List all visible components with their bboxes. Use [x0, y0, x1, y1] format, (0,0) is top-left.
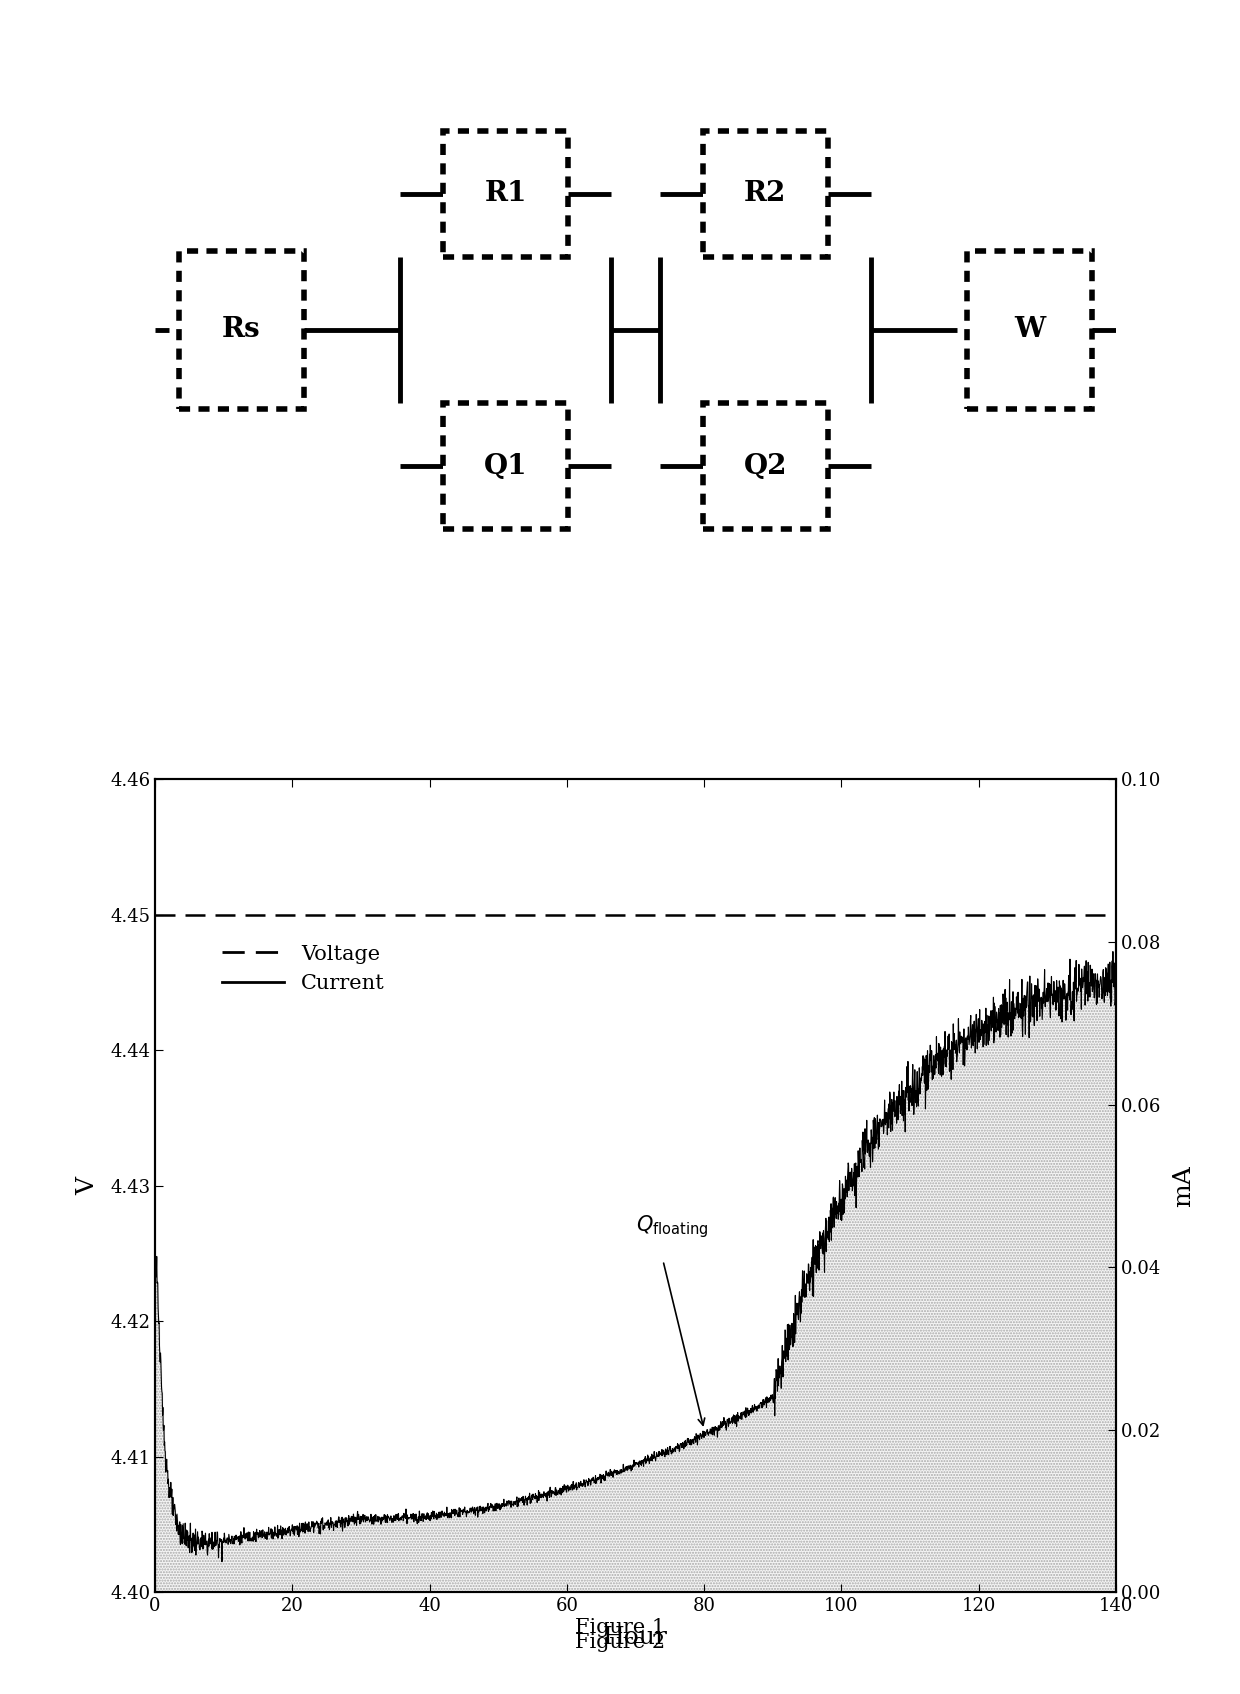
Text: Q2: Q2: [744, 452, 787, 479]
Current: [148, 1264, 162, 1284]
Text: $Q_{\rm floating}$: $Q_{\rm floating}$: [635, 1213, 708, 1240]
Legend: Voltage, Current: Voltage, Current: [213, 937, 393, 1001]
Current: [215, 1552, 229, 1572]
Text: Rs: Rs: [222, 317, 260, 344]
Bar: [703, 403, 828, 529]
Bar: [179, 251, 304, 408]
Text: Figure 1: Figure 1: [575, 1618, 665, 1636]
Current: [729, 1416, 744, 1437]
Bar: [444, 403, 568, 529]
Text: R2: R2: [744, 180, 786, 207]
Bar: [444, 130, 568, 256]
Current: [506, 1494, 521, 1514]
Current: [1106, 942, 1121, 962]
Voltage: [155, 905, 170, 925]
Line: Current: Current: [155, 952, 1116, 1562]
Bar: [967, 251, 1092, 408]
Text: Figure 2: Figure 2: [575, 1633, 665, 1652]
Text: W: W: [1014, 317, 1045, 344]
Current: [582, 1469, 596, 1489]
Current: [1102, 952, 1117, 972]
Current: [905, 1096, 920, 1116]
X-axis label: Hour: Hour: [603, 1626, 668, 1650]
Text: R1: R1: [485, 180, 527, 207]
Y-axis label: mA: mA: [1172, 1165, 1195, 1206]
Current: [939, 1040, 954, 1060]
Current: [1109, 977, 1123, 998]
Y-axis label: V: V: [76, 1177, 99, 1194]
Voltage: [148, 905, 162, 925]
Text: Q1: Q1: [484, 452, 527, 479]
Bar: [703, 130, 828, 256]
